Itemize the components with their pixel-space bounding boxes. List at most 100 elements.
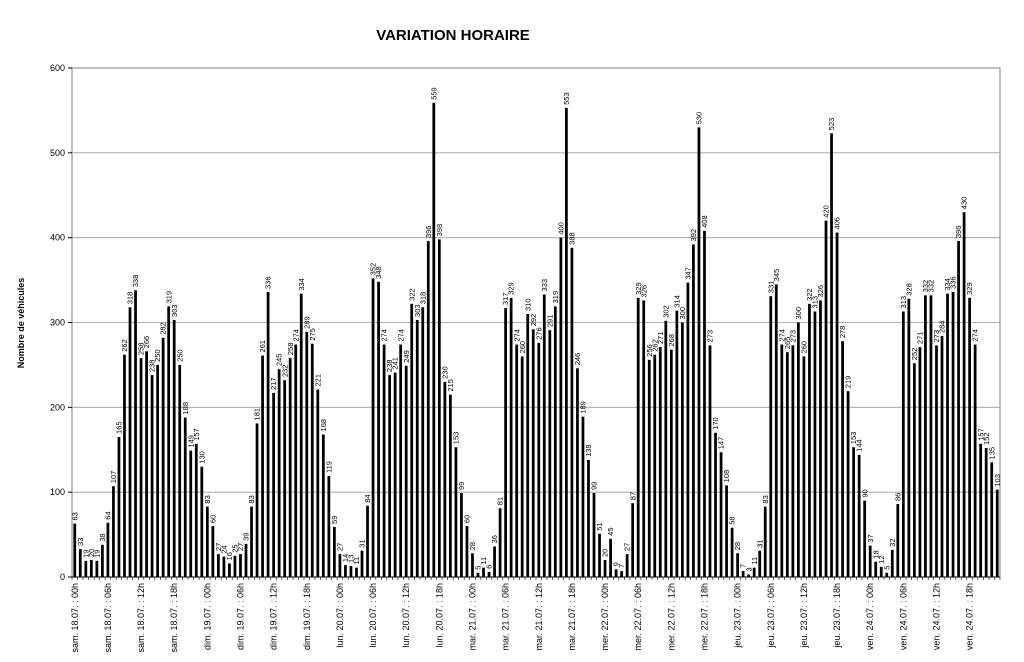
x-tick-label: mar. 21.07. : 06h	[501, 583, 511, 651]
data-label: 83	[203, 495, 212, 503]
data-label: 396	[954, 226, 963, 239]
bar	[570, 247, 574, 577]
bar	[968, 297, 971, 577]
data-label: 553	[562, 92, 571, 105]
bar	[609, 538, 612, 577]
data-label: 274	[396, 329, 405, 342]
data-label: 328	[904, 283, 913, 296]
data-label: 189	[579, 401, 588, 414]
data-label: 11	[479, 557, 488, 565]
data-label: 430	[960, 197, 969, 210]
data-label: 31	[358, 539, 367, 547]
bar	[305, 331, 309, 577]
bar	[393, 372, 397, 577]
data-label: 138	[584, 444, 593, 457]
bar	[658, 347, 662, 577]
data-label: 7	[617, 564, 626, 568]
data-label: 27	[236, 543, 245, 551]
y-axis-label: Nombre de véhicules	[16, 278, 26, 369]
bar	[979, 443, 983, 577]
bar	[907, 298, 911, 577]
data-label: 59	[330, 516, 339, 524]
bar	[128, 307, 132, 577]
bar	[310, 343, 314, 577]
data-label: 238	[385, 360, 394, 373]
data-label: 333	[540, 279, 549, 292]
data-label: 16	[225, 552, 234, 560]
bar	[890, 549, 894, 577]
bar	[333, 526, 336, 577]
x-tick-label: mer. 22.07. : 00h	[600, 583, 610, 651]
data-label: 260	[800, 341, 809, 354]
data-label: 318	[418, 292, 427, 305]
bar	[852, 447, 855, 577]
data-label: 274	[380, 329, 389, 342]
data-label: 334	[943, 278, 952, 291]
data-label: 303	[170, 304, 179, 317]
data-label: 153	[849, 432, 858, 445]
data-label: 310	[523, 299, 532, 312]
bar	[377, 281, 380, 577]
bar	[366, 505, 369, 577]
x-tick-label: mer. 22.07. : 06h	[633, 583, 643, 651]
bar	[736, 553, 739, 577]
x-tick-label: mar. 21.07. : 12h	[534, 583, 544, 651]
bar	[924, 295, 927, 577]
bar	[576, 368, 579, 577]
bar	[885, 572, 889, 577]
bar	[620, 571, 623, 577]
data-label: 215	[446, 379, 455, 392]
chart-title: VARIATION HORAIRE	[376, 27, 530, 44]
data-label: 273	[788, 330, 797, 343]
bar	[631, 503, 635, 577]
data-label: 262	[120, 339, 129, 352]
bar	[344, 565, 347, 577]
data-label: 408	[700, 215, 709, 228]
bar	[150, 375, 154, 577]
bar	[426, 241, 430, 577]
data-label: 274	[291, 329, 300, 342]
data-label: 334	[297, 278, 306, 291]
data-label: 217	[269, 377, 278, 390]
bar	[929, 295, 933, 577]
data-label: 51	[595, 522, 604, 530]
bar	[454, 447, 458, 577]
bar	[228, 563, 231, 577]
data-label: 258	[137, 343, 146, 356]
data-label: 274	[512, 329, 521, 342]
bar	[222, 556, 226, 577]
bar	[747, 574, 751, 577]
data-label: 60	[463, 515, 472, 523]
x-tick-label: sam. 18.07. : 12h	[136, 583, 146, 653]
x-tick-label: dim. 19.07. : 18h	[302, 583, 312, 650]
data-label: 28	[468, 542, 477, 550]
y-axis-ticks: 0 100 200 300 400 500 600	[50, 63, 72, 582]
bar	[681, 322, 684, 577]
data-label: 90	[860, 489, 869, 497]
data-label: 303	[413, 304, 422, 317]
data-label: 130	[197, 451, 206, 464]
data-label: 398	[435, 224, 444, 237]
data-label: 332	[921, 280, 930, 293]
bar	[167, 306, 171, 577]
data-label: 20	[87, 549, 96, 557]
bar	[482, 567, 485, 577]
bar	[692, 244, 695, 577]
data-label: 9	[612, 562, 621, 566]
x-tick-label: sam. 18.07. : 06h	[103, 583, 113, 653]
x-tick-label: jeu. 23.07. : 18h	[832, 583, 842, 649]
bar	[686, 282, 690, 577]
bar	[471, 553, 474, 577]
bar	[123, 354, 126, 577]
bar	[382, 344, 386, 577]
data-label: 392	[689, 229, 698, 242]
data-label: 336	[949, 276, 958, 289]
bar	[476, 572, 480, 577]
data-label: 6	[485, 565, 494, 569]
x-axis-ticks: sam. 18.07. : 00h sam. 18.07. : 06h sam. 1…	[70, 576, 1001, 653]
data-label: 5	[474, 566, 483, 570]
bar	[294, 344, 298, 577]
bar	[388, 375, 391, 577]
data-label: 313	[811, 296, 820, 309]
